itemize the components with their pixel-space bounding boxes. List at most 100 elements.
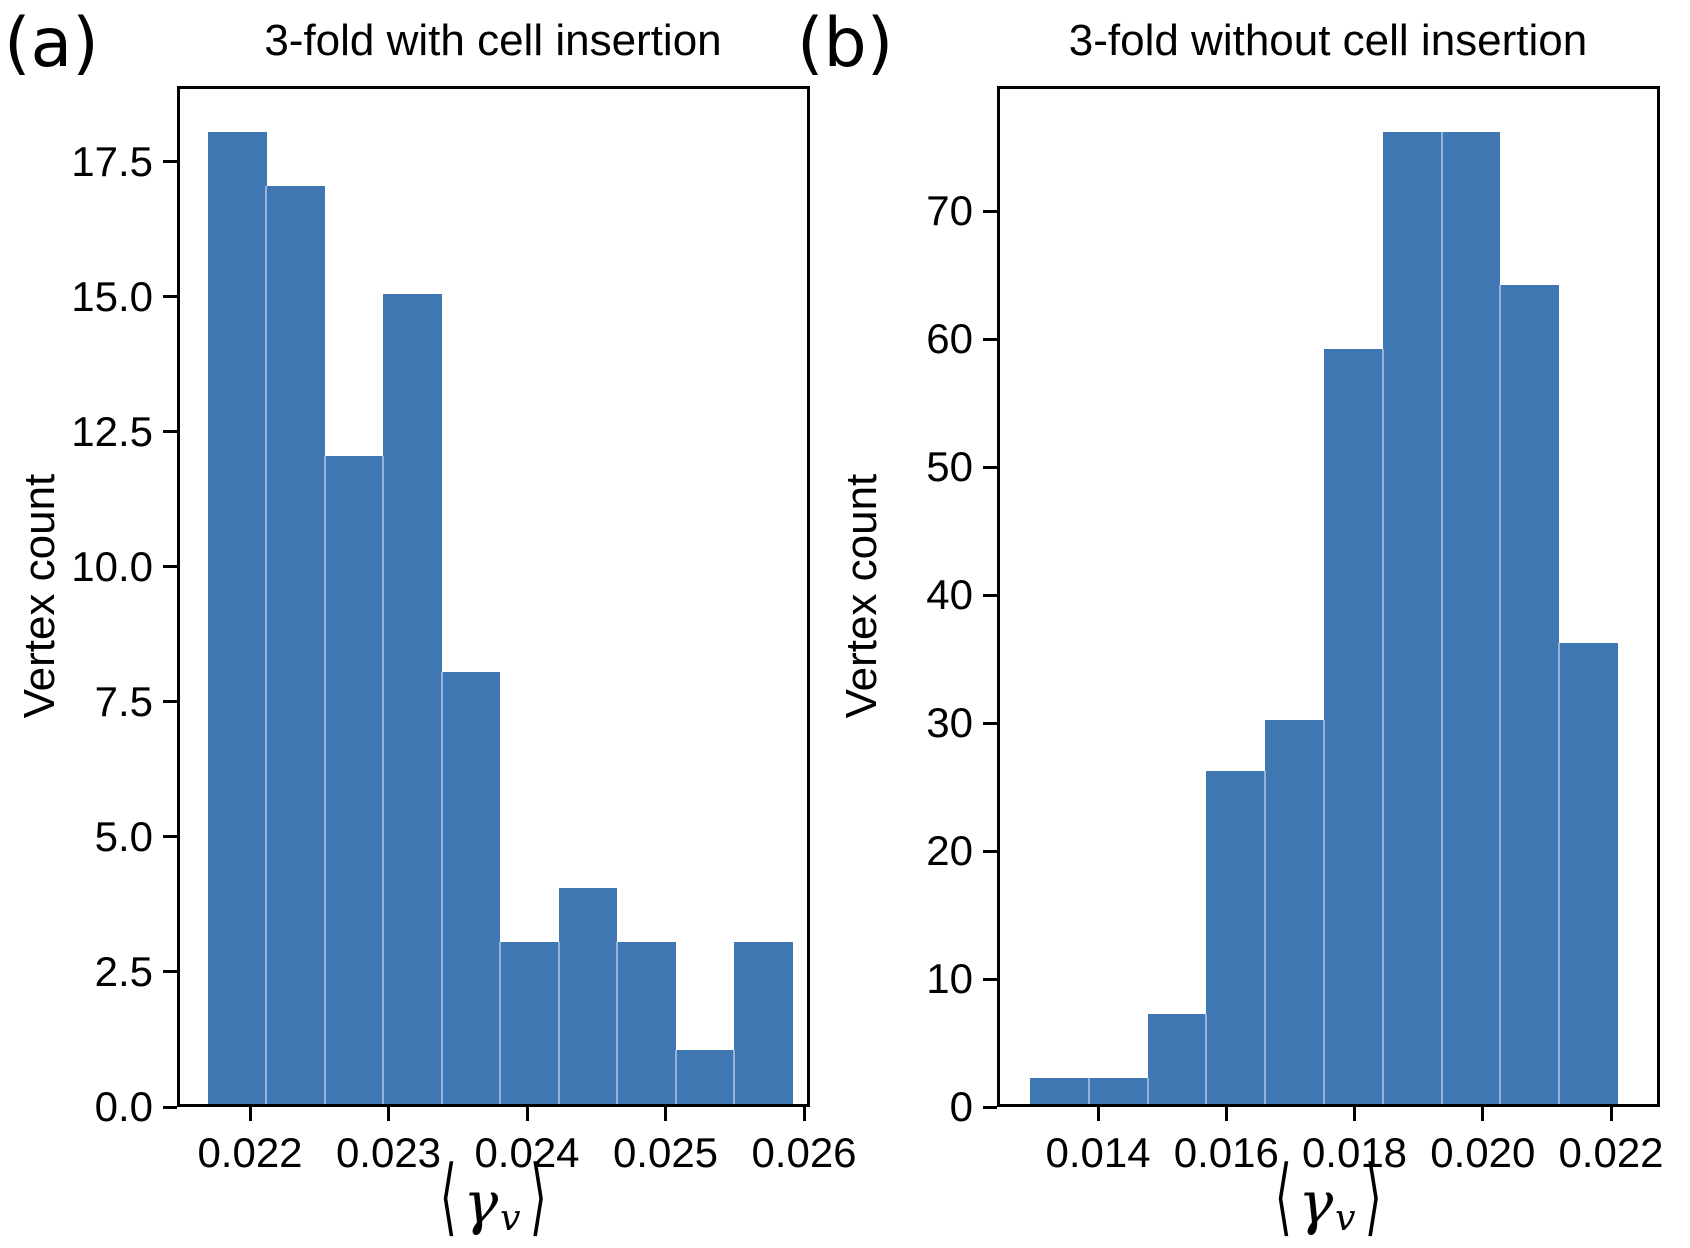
bar-edge-seam [616,941,619,1104]
y-tick-mark [163,835,177,839]
histogram-bar [675,1050,735,1104]
x-tick-label: 0.023 [335,1129,442,1176]
bar-edge-seam [1264,771,1267,1104]
y-tick-label: 17.5 [71,137,153,185]
bar-edge-seam [440,671,443,1104]
histogram-bar [1147,1014,1207,1104]
right-angle-bracket: ⟩ [529,1148,547,1246]
histogram-bar [1500,285,1560,1104]
x-tick-label: 0.022 [197,1129,303,1176]
bar-edge-seam [1205,1014,1208,1104]
y-tick-mark [983,1105,997,1109]
x-tick-mark [1353,1107,1356,1121]
bar-edge-seam [557,941,560,1104]
panel-b-title: 3-fold without cell insertion [1068,16,1588,65]
histogram-bar [500,941,559,1104]
x-tick-mark [1224,1107,1228,1121]
gamma-subscript-v: v [1335,1198,1356,1239]
bar-edge-seam [733,1050,735,1104]
gamma-subscript-v: v [500,1198,521,1239]
histogram-bar [324,455,384,1104]
left-angle-bracket: ⟨ [1274,1148,1292,1246]
histogram-bar [1559,643,1618,1104]
bar-edge-seam [323,455,326,1104]
bar-edge-seam [1499,285,1502,1104]
y-tick-mark [163,295,177,299]
x-tick-label: 0.024 [474,1129,580,1176]
bar-edge-seam [1087,1078,1090,1104]
bar-edge-seam [1381,349,1384,1104]
histogram-bar [441,671,501,1104]
y-tick-label: 30 [926,699,973,747]
histogram-bar [1030,1078,1089,1104]
y-tick-mark [983,337,997,341]
y-tick-label: 0 [949,1083,973,1130]
panel-b-plot-area [1000,89,1657,1104]
histogram-bar [1441,131,1501,1104]
x-tick-label: 0.020 [1430,1129,1536,1176]
y-tick-label: 10 [926,955,973,1003]
histogram-bar [208,131,267,1104]
x-tick-mark [1096,1107,1100,1121]
bar-edge-seam [1323,720,1325,1104]
panel-b-xlabel: ⟨ γ v ⟩ [1178,1152,1478,1242]
y-tick-mark [163,970,177,974]
panel-b-axes [997,86,1660,1107]
histogram-bar [383,293,442,1104]
y-tick-label: 20 [926,827,973,875]
x-tick-label: 0.026 [751,1129,857,1176]
y-tick-label: 12.5 [71,407,153,455]
y-tick-label: 2.5 [94,947,153,995]
histogram-bar [266,185,325,1104]
y-tick-label: 70 [926,187,973,235]
y-tick-mark [163,700,177,704]
bar-edge-seam [1146,1078,1149,1104]
bar-edge-seam [382,455,385,1104]
y-tick-mark [163,160,177,164]
histogram-bar [1382,131,1442,1104]
y-tick-label: 15.0 [71,272,153,320]
y-tick-mark [163,430,177,434]
left-angle-bracket: ⟨ [439,1148,457,1246]
x-tick-mark [387,1107,390,1121]
panel-a-plot-area [180,89,807,1104]
x-tick-label: 0.022 [1558,1129,1664,1176]
y-tick-label: 10.0 [71,542,153,590]
bar-edge-seam [1440,131,1443,1104]
x-tick-mark [1481,1107,1485,1121]
x-tick-label: 0.018 [1301,1129,1408,1176]
y-tick-mark [163,1105,177,1109]
y-tick-mark [983,849,997,853]
y-tick-label: 60 [926,315,973,363]
right-angle-bracket: ⟩ [1364,1148,1382,1246]
y-tick-mark [983,721,997,725]
panel-b-letter: (b) [797,4,894,83]
y-tick-mark [983,209,997,213]
y-tick-label: 7.5 [94,677,153,725]
y-tick-label: 50 [926,443,973,491]
bar-edge-seam [265,185,268,1104]
bar-edge-seam [1558,643,1561,1104]
histogram-bar [558,887,618,1104]
x-tick-label: 0.014 [1045,1129,1151,1176]
panel-a-xlabel: ⟨ γ v ⟩ [343,1152,643,1242]
x-tick-mark [525,1107,529,1121]
x-tick-mark [1609,1107,1613,1121]
histogram-bar [1088,1078,1148,1104]
x-tick-label: 0.025 [612,1129,719,1176]
bar-edge-seam [499,941,502,1104]
y-tick-mark [983,593,997,597]
y-tick-label: 0.0 [94,1083,153,1130]
histogram-bar [734,941,793,1104]
y-tick-mark [163,565,177,569]
histogram-bar [617,941,676,1104]
panel-a-axes [177,86,810,1107]
y-tick-mark [983,465,997,469]
y-tick-label: 40 [926,571,973,619]
x-tick-mark [802,1107,806,1121]
y-tick-mark [983,977,997,981]
x-tick-mark [248,1107,252,1121]
histogram-bar [1324,349,1383,1104]
bar-edge-seam [674,1050,677,1104]
